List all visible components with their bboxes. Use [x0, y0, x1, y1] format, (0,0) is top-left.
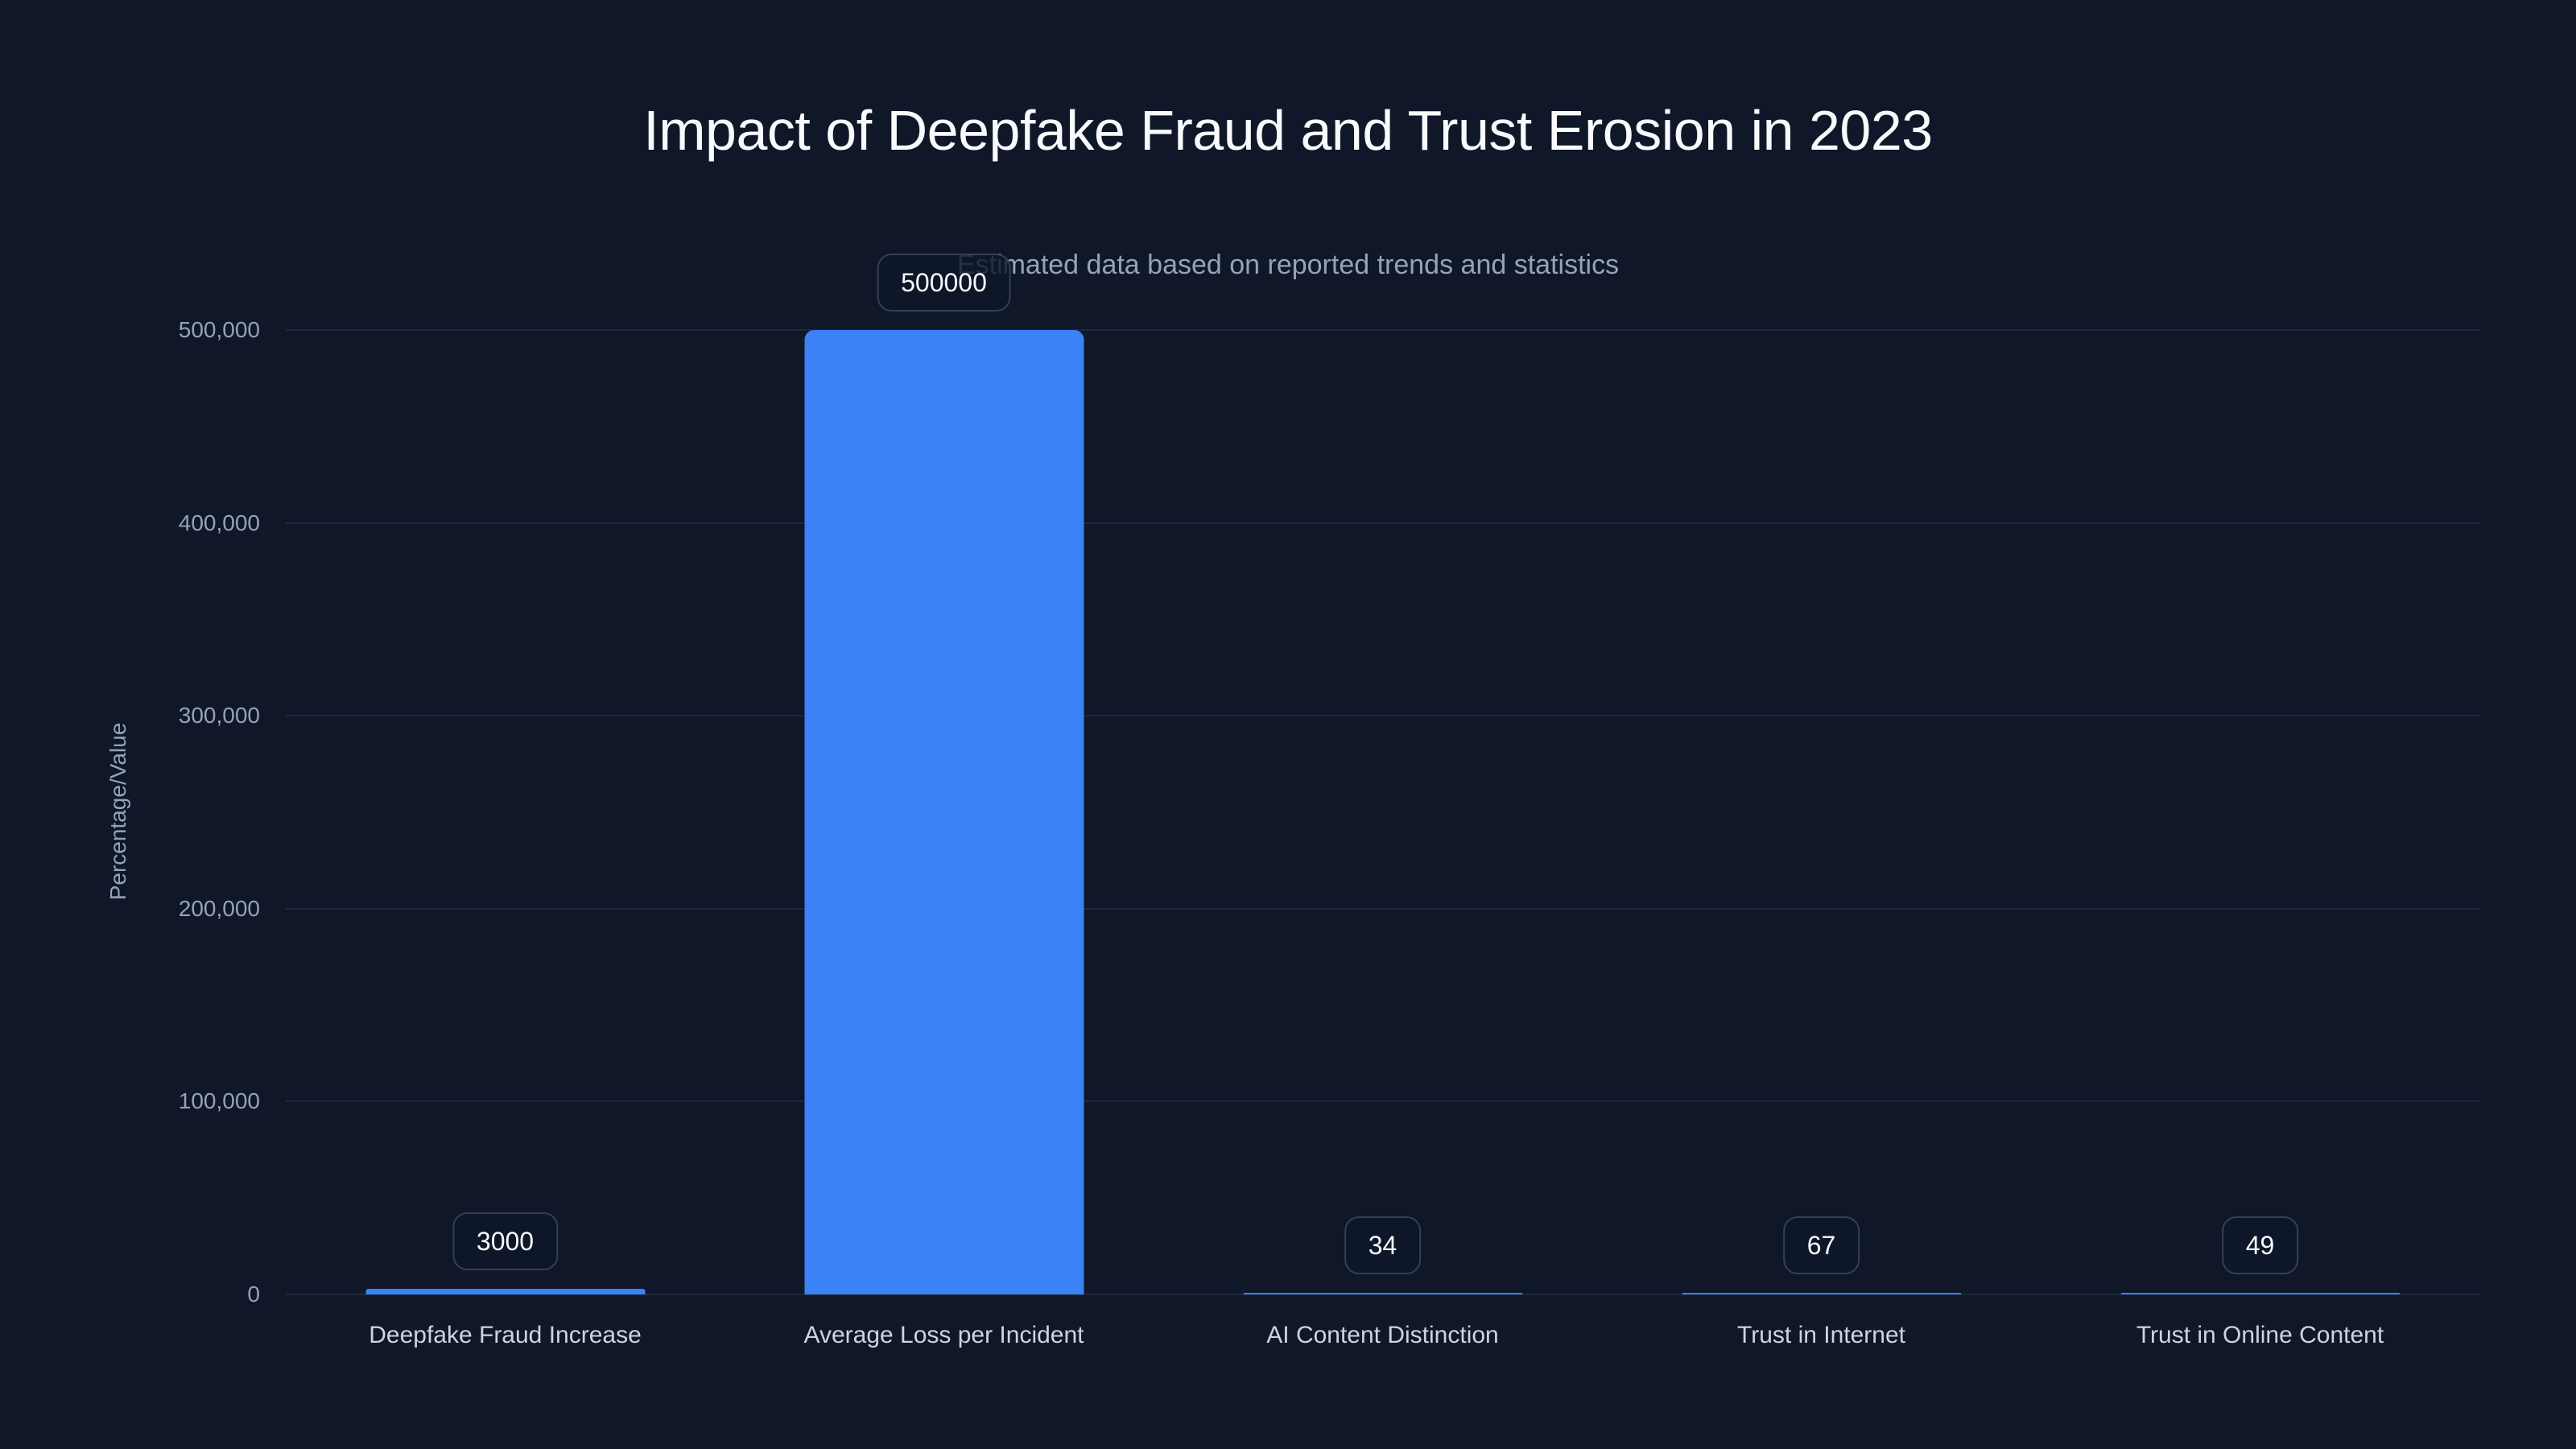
- x-tick-label: AI Content Distinction: [1266, 1322, 1499, 1348]
- x-tick-label: Trust in Internet: [1737, 1322, 1905, 1348]
- y-tick-label: 0: [247, 1282, 260, 1307]
- y-tick-label: 200,000: [178, 895, 260, 921]
- y-tick-label: 100,000: [178, 1088, 260, 1114]
- chart-subtitle: Estimated data based on reported trends …: [956, 250, 1620, 280]
- data-label: 500000: [877, 254, 1011, 312]
- chart-title: Impact of Deepfake Fraud and Trust Erosi…: [643, 99, 1933, 162]
- bar[interactable]: [365, 1288, 645, 1294]
- data-label: 34: [1344, 1216, 1422, 1274]
- bar-group: 34 AI Content Distinction: [1163, 330, 1602, 1348]
- y-tick-label: 500,000: [178, 317, 260, 342]
- x-tick-label: Deepfake Fraud Increase: [369, 1322, 642, 1348]
- x-tick-label: Trust in Online Content: [2136, 1322, 2384, 1348]
- gridline: [286, 522, 2479, 524]
- bar-group: 3000 Deepfake Fraud Increase: [286, 330, 724, 1348]
- y-axis-label: Percentage/Value: [105, 722, 130, 901]
- gridline: [286, 907, 2479, 910]
- gridline: [286, 329, 2479, 331]
- bar-group: 67 Trust in Internet: [1602, 330, 2041, 1348]
- data-label: 3000: [452, 1212, 559, 1270]
- bar[interactable]: [2120, 1293, 2400, 1294]
- bar[interactable]: [1243, 1293, 1522, 1294]
- gridline: [286, 1294, 2479, 1295]
- data-label: 49: [2221, 1216, 2299, 1274]
- y-tick-label: 300,000: [178, 703, 260, 729]
- bar[interactable]: [1682, 1293, 1961, 1294]
- gridline: [286, 715, 2479, 717]
- gridline: [286, 1100, 2479, 1103]
- bar[interactable]: [804, 330, 1084, 1294]
- x-tick-label: Average Loss per Incident: [803, 1322, 1084, 1348]
- y-tick-label: 400,000: [178, 510, 260, 535]
- bar-group: 49 Trust in Online Content: [2041, 330, 2479, 1348]
- data-label: 67: [1782, 1216, 1860, 1274]
- bars-layer: 3000 Deepfake Fraud Increase 500000 Aver…: [286, 254, 2479, 1348]
- bar-group: 500000 Average Loss per Incident: [724, 254, 1163, 1348]
- plot-area: 0 100,000 200,000 300,000 400,000 500,000: [179, 317, 2479, 1307]
